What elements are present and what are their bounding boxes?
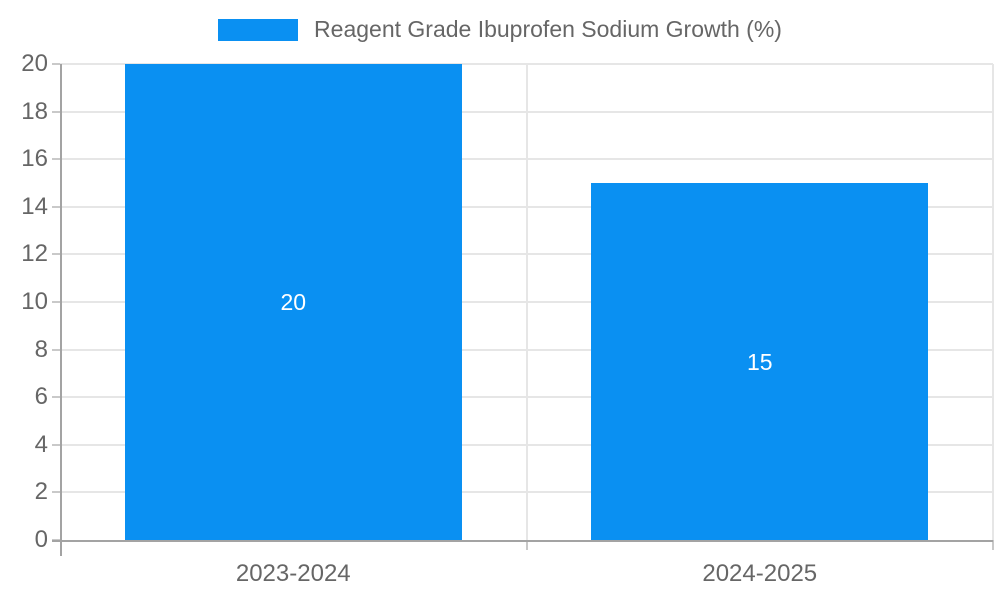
y-tick xyxy=(52,158,60,161)
y-tick xyxy=(52,205,60,208)
y-tick xyxy=(52,63,60,65)
y-axis-tick-label: 4 xyxy=(34,430,48,458)
x-tick xyxy=(525,540,528,550)
y-axis-tick-label: 12 xyxy=(21,240,48,268)
y-axis-tick-label: 20 xyxy=(21,50,48,77)
y-axis-tick-label: 0 xyxy=(34,526,48,553)
y-axis-tick-label: 16 xyxy=(21,145,48,173)
gridline-vertical xyxy=(525,64,528,540)
y-tick xyxy=(52,253,60,256)
y-axis-tick-label: 2 xyxy=(34,478,48,506)
y-axis-tick-label: 6 xyxy=(34,383,48,411)
y-axis-tick-label: 14 xyxy=(21,192,48,220)
y-axis-tick-label: 10 xyxy=(21,288,48,315)
y-tick xyxy=(52,443,60,446)
bar[interactable] xyxy=(591,183,929,540)
gridline-vertical xyxy=(992,64,994,540)
y-axis-line xyxy=(60,64,62,556)
bar[interactable] xyxy=(124,64,462,540)
legend-item[interactable]: Reagent Grade Ibuprofen Sodium Growth (%… xyxy=(0,16,1000,43)
y-tick xyxy=(52,348,60,351)
y-tick xyxy=(52,491,60,494)
bar-data-label: 20 xyxy=(280,289,307,315)
y-tick xyxy=(52,396,60,399)
x-axis-tick-label: 2023-2024 xyxy=(235,560,351,587)
x-axis-tick-label: 2024-2025 xyxy=(702,560,818,587)
x-tick xyxy=(992,540,994,550)
y-axis-tick-label: 8 xyxy=(34,335,48,363)
bar-data-label: 15 xyxy=(746,348,773,375)
x-axis-line xyxy=(52,540,993,542)
legend-swatch xyxy=(218,18,299,41)
y-tick xyxy=(52,110,60,113)
y-tick xyxy=(52,301,60,303)
legend-label: Reagent Grade Ibuprofen Sodium Growth (%… xyxy=(314,16,782,42)
y-axis-tick-label: 18 xyxy=(21,97,48,125)
